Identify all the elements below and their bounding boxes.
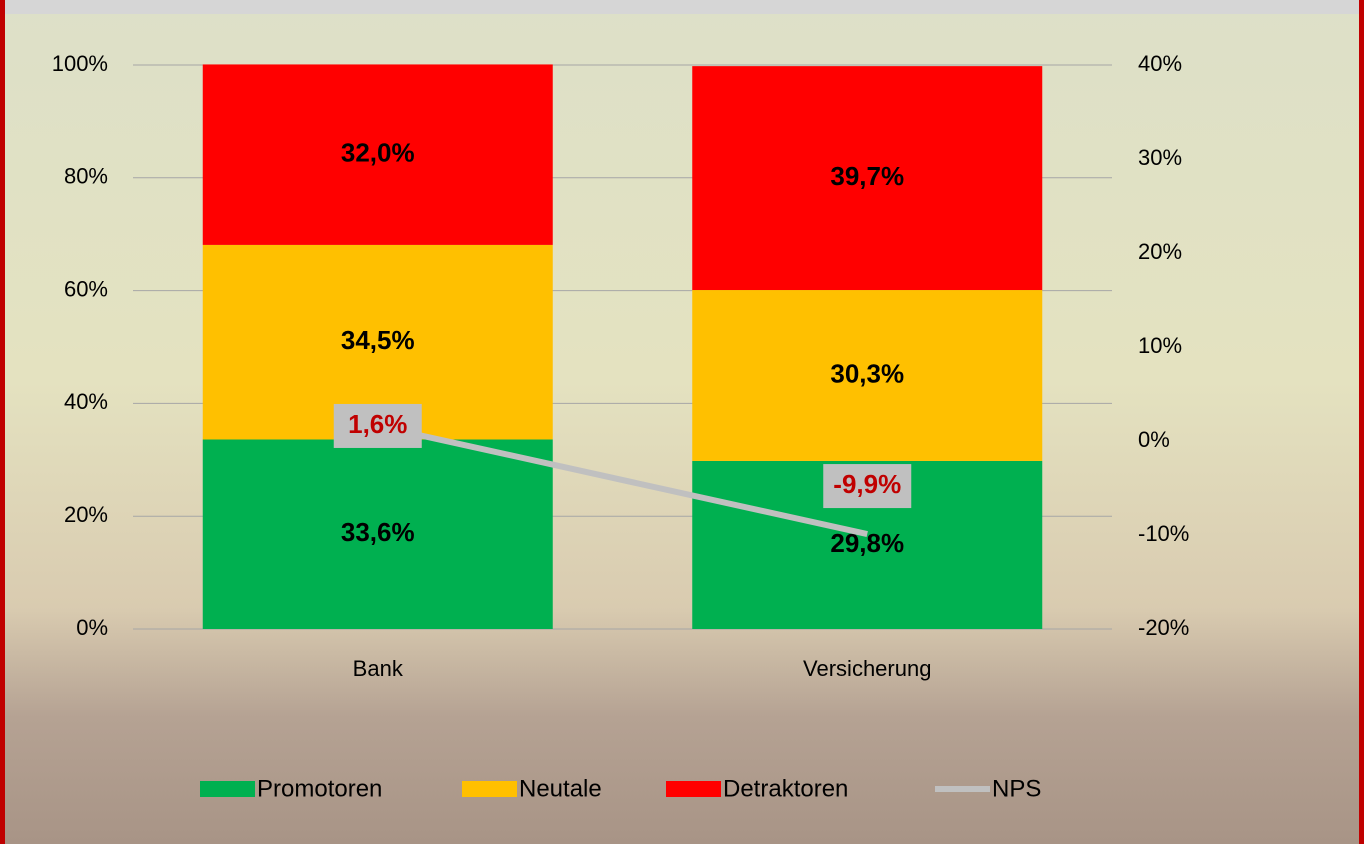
y2-tick-label: 20% xyxy=(1138,239,1182,264)
legend-label: NPS xyxy=(992,775,1041,802)
y-tick-label: 20% xyxy=(64,502,108,527)
data-label: 39,7% xyxy=(830,161,904,191)
legend-swatch xyxy=(462,781,517,797)
y2-tick-label: 40% xyxy=(1138,51,1182,76)
y-tick-label: 100% xyxy=(52,51,108,76)
data-label: 30,3% xyxy=(830,358,904,388)
y2-tick-label: -20% xyxy=(1138,615,1189,640)
border-left xyxy=(0,0,5,844)
y-tick-label: 60% xyxy=(64,276,108,301)
chart: 0% 20% 40% 60% 80% 100% -20% -10% 0% 10% 20% 30% 40%… xyxy=(0,0,1364,844)
y2-tick-label: 0% xyxy=(1138,427,1170,452)
data-label: 32,0% xyxy=(341,138,415,168)
y2-tick-label: -10% xyxy=(1138,521,1189,546)
data-label: -9,9% xyxy=(833,469,901,499)
y-tick-label: 0% xyxy=(76,615,108,640)
data-label: 1,6% xyxy=(348,409,407,439)
y2-tick-label: 30% xyxy=(1138,145,1182,170)
data-label: 33,6% xyxy=(341,517,415,547)
y-tick-label: 40% xyxy=(64,389,108,414)
y-tick-label: 80% xyxy=(64,164,108,189)
legend-swatch xyxy=(666,781,721,797)
border-right xyxy=(1359,0,1364,844)
data-label: 34,5% xyxy=(341,325,415,355)
legend-label: Promotoren xyxy=(257,775,382,802)
legend-label: Detraktoren xyxy=(723,775,848,802)
x-tick-label: Bank xyxy=(353,656,404,681)
legend-swatch xyxy=(200,781,255,797)
page: 0% 20% 40% 60% 80% 100% -20% -10% 0% 10% 20% 30% 40%… xyxy=(0,0,1364,844)
header-bar xyxy=(0,0,1364,14)
y2-tick-label: 10% xyxy=(1138,333,1182,358)
legend-label: Neutale xyxy=(519,775,602,802)
x-tick-label: Versicherung xyxy=(803,656,931,681)
